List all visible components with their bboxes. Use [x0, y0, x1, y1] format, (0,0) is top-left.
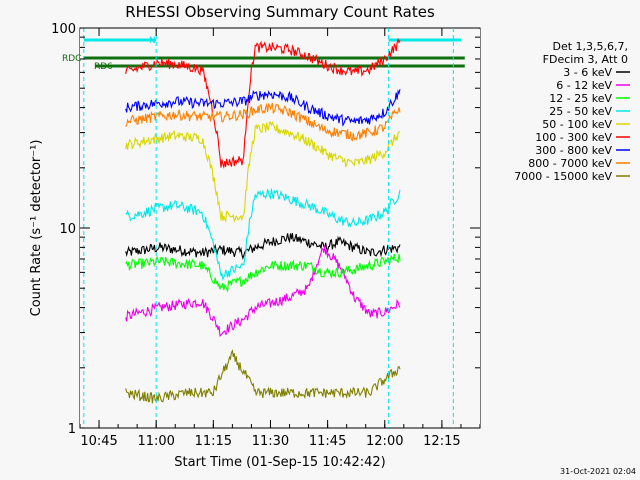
legend-label-1: 6 - 12 keV	[556, 79, 612, 92]
series-line-7	[125, 102, 401, 142]
legend-label-7: 800 - 7000 keV	[528, 157, 612, 170]
series-line-8	[125, 349, 401, 404]
y-tick-label-0: 1	[68, 422, 76, 437]
legend-label-2: 12 - 25 keV	[549, 92, 612, 105]
series-line-6	[125, 89, 401, 127]
x-tick-label-1: 11:00	[137, 434, 174, 449]
x-axis-label: Start Time (01-Sep-15 10:42:42)	[174, 455, 385, 470]
x-tick-label-6: 12:15	[423, 434, 460, 449]
legend-label-3: 25 - 50 keV	[549, 105, 612, 118]
x-tick-label-4: 11:45	[309, 434, 346, 449]
series-line-0	[125, 232, 401, 261]
x-tick-label-0: 10:45	[80, 434, 117, 449]
legend-label-4: 50 - 100 keV	[542, 118, 612, 131]
legend-header-1: FDecim 3, Att 0	[543, 53, 628, 66]
series-line-1	[125, 244, 401, 338]
x-tick-label-3: 11:30	[252, 434, 289, 449]
data-gap-1	[403, 29, 480, 427]
y-tick-label-2: 100	[51, 22, 76, 37]
series-line-2	[125, 253, 401, 293]
flag-label-3: RD6	[94, 62, 113, 72]
series-line-5	[125, 37, 401, 169]
data-gap-layer	[80, 29, 480, 427]
legend-label-6: 300 - 800 keV	[535, 144, 612, 157]
x-tick-label-5: 12:00	[366, 434, 403, 449]
series-lines	[125, 37, 401, 404]
y-axis-label: Count Rate (s⁻¹ detector⁻¹)	[29, 140, 44, 317]
legend: Det 1,3,5,6,7,FDecim 3, Att 03 - 6 keV6 …	[514, 40, 630, 183]
flag-label-2: RDC	[62, 54, 81, 64]
legend-header-0: Det 1,3,5,6,7,	[552, 40, 628, 53]
y-tick-label-1: 10	[59, 222, 76, 237]
chart-title: RHESSI Observing Summary Count Rates	[125, 3, 435, 21]
series-line-3	[125, 188, 401, 282]
legend-label-0: 3 - 6 keV	[563, 66, 612, 79]
axes: 10:45 11:00 11:15 11:30 11:45 12:00 12:15 1 10 10…	[51, 22, 481, 449]
legend-label-8: 7000 - 15000 keV	[514, 170, 612, 183]
x-tick-label-2: 11:15	[195, 434, 232, 449]
series-line-4	[125, 121, 401, 223]
flag-label-0: N	[149, 36, 156, 46]
legend-label-5: 100 - 300 keV	[535, 131, 612, 144]
plot-timestamp: 31-Oct-2021 02:04	[560, 467, 636, 476]
